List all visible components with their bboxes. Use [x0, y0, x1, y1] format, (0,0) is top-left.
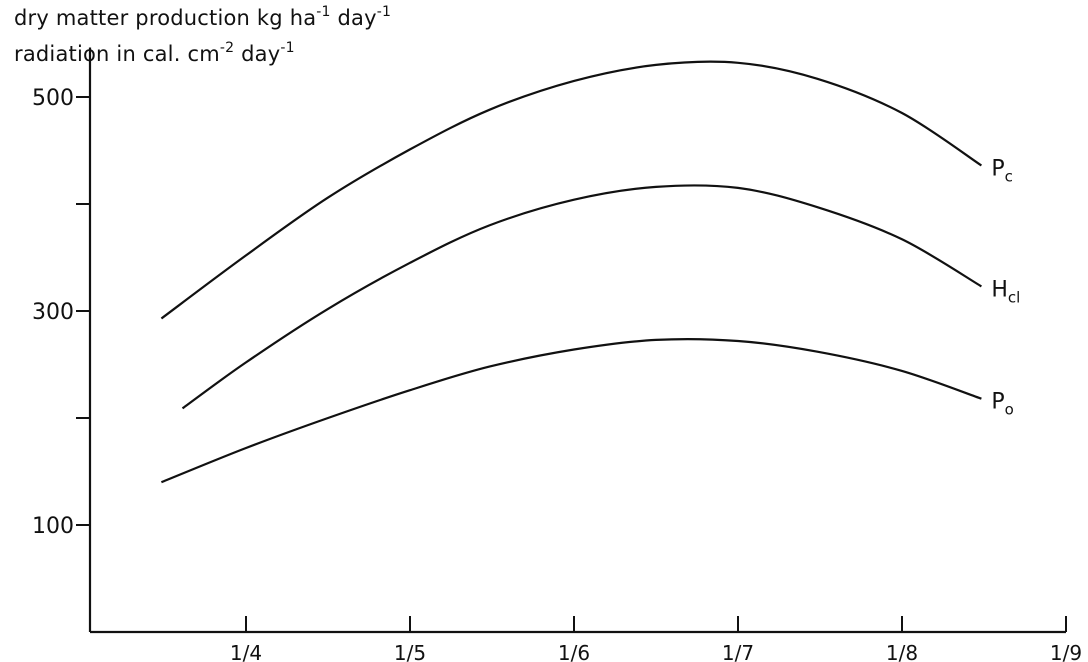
x-tick-label: 1/6	[558, 641, 590, 662]
x-tick-label: 1/5	[394, 641, 426, 662]
series-line-po	[160, 338, 982, 484]
y-tick-label: 300	[32, 300, 74, 325]
y-tick-label: 500	[32, 86, 74, 111]
series-line-hcl	[181, 184, 982, 410]
y-ticks: 100 300 500	[32, 86, 90, 539]
x-ticks: 1/4 1/5 1/6 1/7 1/8 1/9	[230, 616, 1082, 662]
axes	[88, 47, 1066, 634]
x-tick-label: 1/8	[886, 641, 918, 662]
series-label-hcl: Hcl	[991, 277, 1020, 306]
y-tick-label: 100	[32, 514, 74, 539]
series-labels: Pc Hcl Po	[991, 156, 1020, 418]
series-label-pc: Pc	[991, 156, 1013, 185]
x-tick-label: 1/7	[722, 641, 754, 662]
series-label-po: Po	[991, 390, 1013, 419]
x-tick-label: 1/9	[1050, 641, 1082, 662]
y-axis-label-line1: dry matter production kg ha-1 day-1	[14, 4, 392, 30]
y-axis-label-line2: radiation in cal. cm-2 day-1	[14, 40, 295, 66]
series-line-pc	[160, 60, 983, 320]
series-lines	[160, 60, 983, 484]
x-tick-label: 1/4	[230, 641, 262, 662]
